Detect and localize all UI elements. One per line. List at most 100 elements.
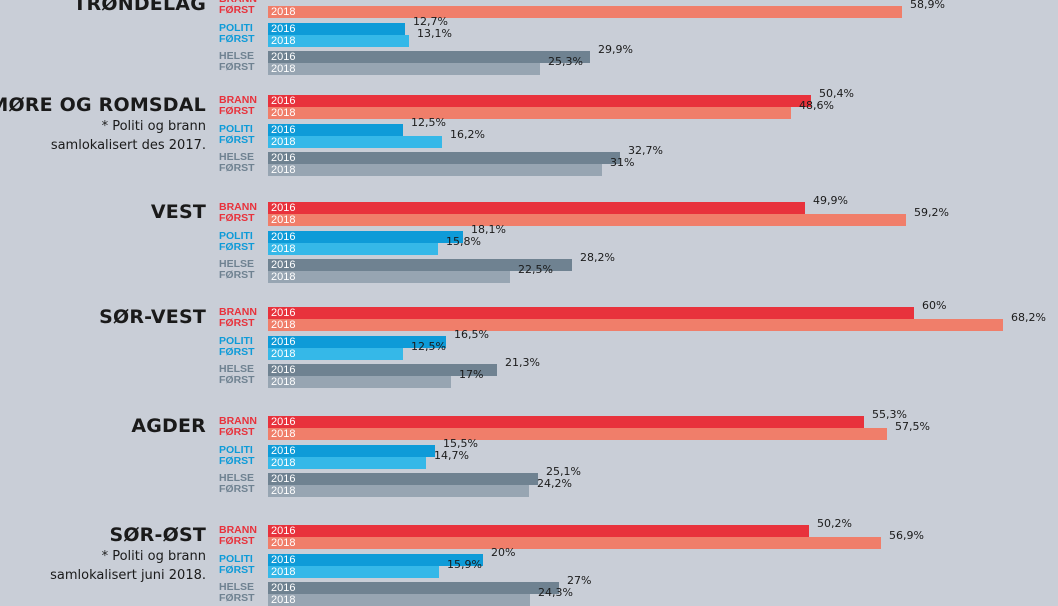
bar-value-label: 15,5% [443, 437, 478, 450]
bar-year-label: 2016 [271, 416, 296, 428]
service-label-line: FØRST [219, 105, 255, 117]
bar-year-label: 2018 [271, 319, 296, 331]
service-label-line: FØRST [219, 317, 255, 329]
service-label-line: HELSE [219, 581, 255, 593]
region-name: SØR-ØST [109, 524, 206, 546]
bar-helse-2016 [268, 51, 590, 63]
bar-value-label: 58,9% [910, 0, 945, 11]
service-label-line: FØRST [219, 162, 255, 174]
bar-politi-2016 [268, 445, 435, 457]
bar-value-label: 12,7% [413, 15, 448, 28]
service-label-line: POLITI [219, 553, 253, 565]
bar-value-label: 25,3% [548, 55, 583, 68]
bar-brann-2016 [268, 202, 805, 214]
service-label-helse: HELSE FØRST [219, 51, 267, 73]
bar-value-label: 57,5% [895, 420, 930, 433]
bar-year-label: 2016 [271, 307, 296, 319]
bar-year-label: 2018 [271, 6, 296, 18]
service-label-helse: HELSE FØRST [219, 473, 267, 495]
service-label-line: HELSE [219, 151, 255, 163]
region-name: TRØNDELAG [73, 0, 206, 15]
bar-value-label: 13,1% [417, 27, 452, 40]
service-label-line: BRANN [219, 306, 257, 318]
bar-year-label: 2016 [271, 259, 296, 271]
service-label-politi: POLITI FØRST [219, 124, 267, 146]
bar-brann-2018 [268, 107, 791, 119]
bar-politi-2016 [268, 554, 483, 566]
bar-year-label: 2018 [271, 376, 296, 388]
bar-value-label: 48,6% [799, 99, 834, 112]
bar-value-label: 16,5% [454, 328, 489, 341]
bar-politi-2018 [268, 566, 439, 578]
bar-value-label: 22,5% [518, 263, 553, 276]
service-label-line: FØRST [219, 61, 255, 73]
bar-year-label: 2018 [271, 428, 296, 440]
region-name: VEST [150, 201, 206, 223]
bar-politi-2016 [268, 23, 405, 35]
bar-helse-2016 [268, 259, 572, 271]
bar-year-label: 2018 [271, 63, 296, 75]
bar-year-label: 2016 [271, 202, 296, 214]
service-label-line: FØRST [219, 564, 255, 576]
service-label-line: FØRST [219, 455, 255, 467]
bar-value-label: 59,2% [914, 206, 949, 219]
bar-year-label: 2016 [271, 364, 296, 376]
service-label-politi: POLITI FØRST [219, 231, 267, 253]
bar-year-label: 2016 [271, 473, 296, 485]
bar-value-label: 60% [922, 299, 947, 312]
bar-value-label: 14,7% [434, 449, 469, 462]
bar-helse-2016 [268, 364, 497, 376]
service-label-line: FØRST [219, 346, 255, 358]
bar-year-label: 2016 [271, 23, 296, 35]
bar-value-label: 29,9% [598, 43, 633, 56]
bar-year-label: 2016 [271, 152, 296, 164]
service-label-line: FØRST [219, 269, 255, 281]
bar-politi-2018 [268, 35, 409, 47]
service-label-line: BRANN [219, 415, 257, 427]
bar-helse-2016 [268, 473, 538, 485]
service-label-line: FØRST [219, 33, 255, 45]
bar-value-label: 20% [491, 546, 516, 559]
service-label-helse: HELSE FØRST [219, 152, 267, 174]
bar-value-label: 68,2% [1011, 311, 1046, 324]
service-label-line: HELSE [219, 363, 255, 375]
bar-year-label: 2018 [271, 271, 296, 283]
bar-politi-2018 [268, 136, 442, 148]
bar-helse-2018 [268, 63, 540, 75]
bar-politi-2018 [268, 457, 426, 469]
bar-value-label: 15,8% [446, 235, 481, 248]
service-label-line: POLITI [219, 444, 253, 456]
bar-helse-2018 [268, 485, 529, 497]
bar-value-label: 18,1% [471, 223, 506, 236]
bar-politi-2016 [268, 231, 463, 243]
service-label-helse: HELSE FØRST [219, 364, 267, 386]
bar-year-label: 2018 [271, 348, 296, 360]
bar-year-label: 2018 [271, 164, 296, 176]
bar-helse-2016 [268, 582, 559, 594]
bar-value-label: 50,2% [817, 517, 852, 530]
bar-year-label: 2018 [271, 136, 296, 148]
service-label-helse: HELSE FØRST [219, 582, 267, 604]
bar-value-label: 50,4% [819, 87, 854, 100]
service-label-politi: POLITI FØRST [219, 336, 267, 358]
bar-value-label: 21,3% [505, 356, 540, 369]
service-label-line: FØRST [219, 134, 255, 146]
service-label-line: POLITI [219, 230, 253, 242]
bar-politi-2018 [268, 348, 403, 360]
bar-value-label: 24,3% [538, 586, 573, 599]
region-note: * Politi og brann [101, 119, 206, 134]
region-note: * Politi og brann [101, 549, 206, 564]
bar-year-label: 2018 [271, 35, 296, 47]
bar-year-label: 2016 [271, 525, 296, 537]
bar-year-label: 2016 [271, 554, 296, 566]
service-label-line: BRANN [219, 524, 257, 536]
bar-year-label: 2016 [271, 51, 296, 63]
service-label-line: FØRST [219, 592, 255, 604]
bar-value-label: 28,2% [580, 251, 615, 264]
service-label-line: FØRST [219, 212, 255, 224]
